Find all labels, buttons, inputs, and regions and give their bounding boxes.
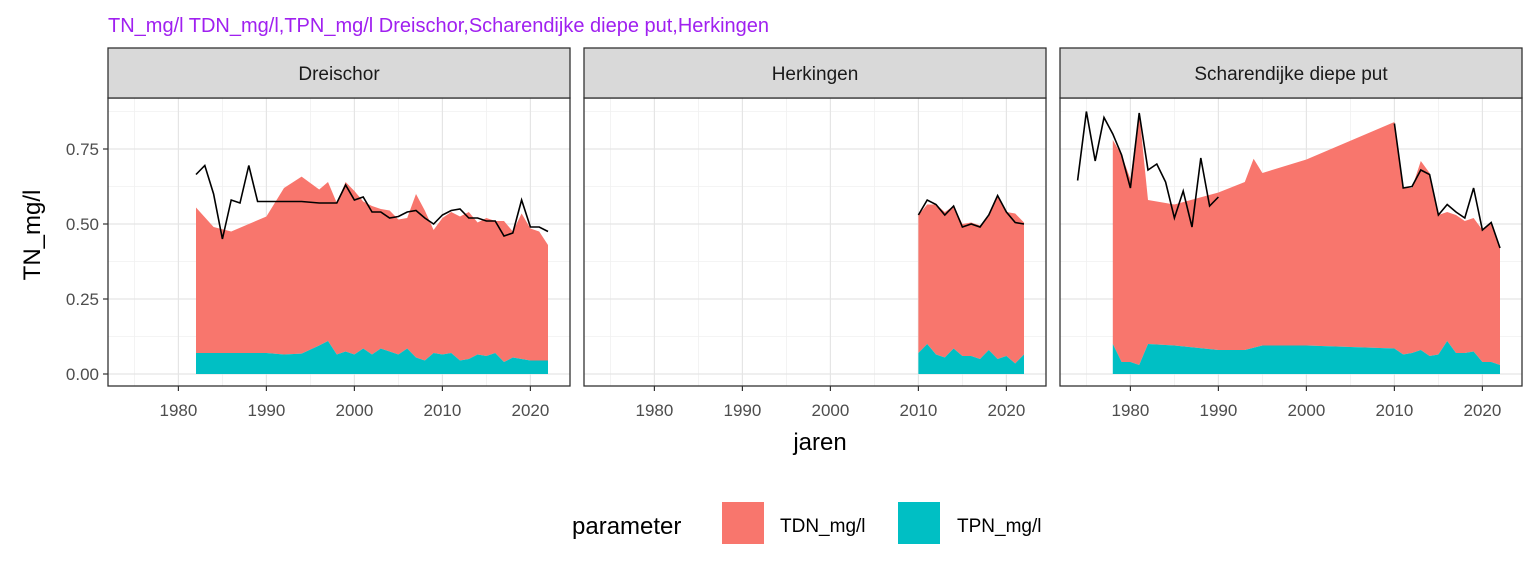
x-tick-label: 2020 [1463, 401, 1501, 420]
y-tick-label: 0.25 [66, 290, 99, 309]
strip-background [583, 47, 1047, 99]
y-tick-label: 0.50 [66, 215, 99, 234]
panel-herkingen: Herkingen 1980 1990 2000 2010 2020 [583, 47, 1047, 420]
strip-label: Scharendijke diepe put [1194, 64, 1388, 85]
x-tick-label: 2000 [1287, 401, 1325, 420]
x-tick-label: 2010 [899, 401, 937, 420]
x-axis-title: jaren [792, 429, 846, 456]
x-tick-label: 2020 [511, 401, 549, 420]
strip-label: Dreischor [298, 64, 380, 85]
area-tdn [196, 176, 548, 362]
strip-background [1059, 47, 1523, 99]
panel-dreischor: Dreischor 1980 1990 2000 2010 2020 0.00 0.25 0.5… [66, 47, 571, 420]
x-tick-label: 2000 [811, 401, 849, 420]
x-tick-label: 2010 [423, 401, 461, 420]
strip-label: Herkingen [772, 64, 859, 85]
legend-key-tdn [722, 502, 764, 544]
strip-background [107, 47, 571, 99]
panel-scharendijke-diepe-put: Scharendijke diepe put 1980 1990 2000 2010 20… [1059, 47, 1523, 420]
area-tpn [196, 341, 548, 374]
x-tick-label: 2020 [987, 401, 1025, 420]
area-tdn [1112, 113, 1500, 365]
tn-line [917, 193, 1025, 228]
x-tick-label: 1980 [159, 401, 197, 420]
x-tick-label: 1990 [1199, 401, 1237, 420]
area-tpn [918, 344, 1024, 374]
legend-title: parameter [572, 513, 681, 540]
x-tick-label: 1990 [723, 401, 761, 420]
area-tdn [918, 195, 1024, 364]
x-tick-label: 2010 [1375, 401, 1413, 420]
legend-key-tpn [898, 502, 940, 544]
x-tick-label: 1990 [247, 401, 285, 420]
y-axis-title: TN_mg/l [19, 190, 46, 281]
x-tick-label: 2000 [335, 401, 373, 420]
legend-label-tpn: TPN_mg/l [957, 516, 1041, 537]
x-tick-label: 1980 [1111, 401, 1149, 420]
y-tick-label: 0.00 [66, 365, 99, 384]
x-tick-label: 1980 [635, 401, 673, 420]
legend-label-tdn: TDN_mg/l [780, 516, 866, 537]
tn-line [195, 163, 549, 240]
panels: Dreischor 1980 1990 2000 2010 2020 0.00 0.25 0.5… [66, 47, 1523, 420]
y-tick-label: 0.75 [66, 140, 99, 159]
tn-line [1076, 111, 1219, 228]
legend: parameter TDN_mg/l TPN_mg/l [572, 502, 1041, 544]
chart-title: TN_mg/l TDN_mg/l,TPN_mg/l Dreischor,Scha… [108, 15, 769, 37]
area-tpn [1112, 341, 1500, 374]
tn-line [1393, 123, 1501, 249]
